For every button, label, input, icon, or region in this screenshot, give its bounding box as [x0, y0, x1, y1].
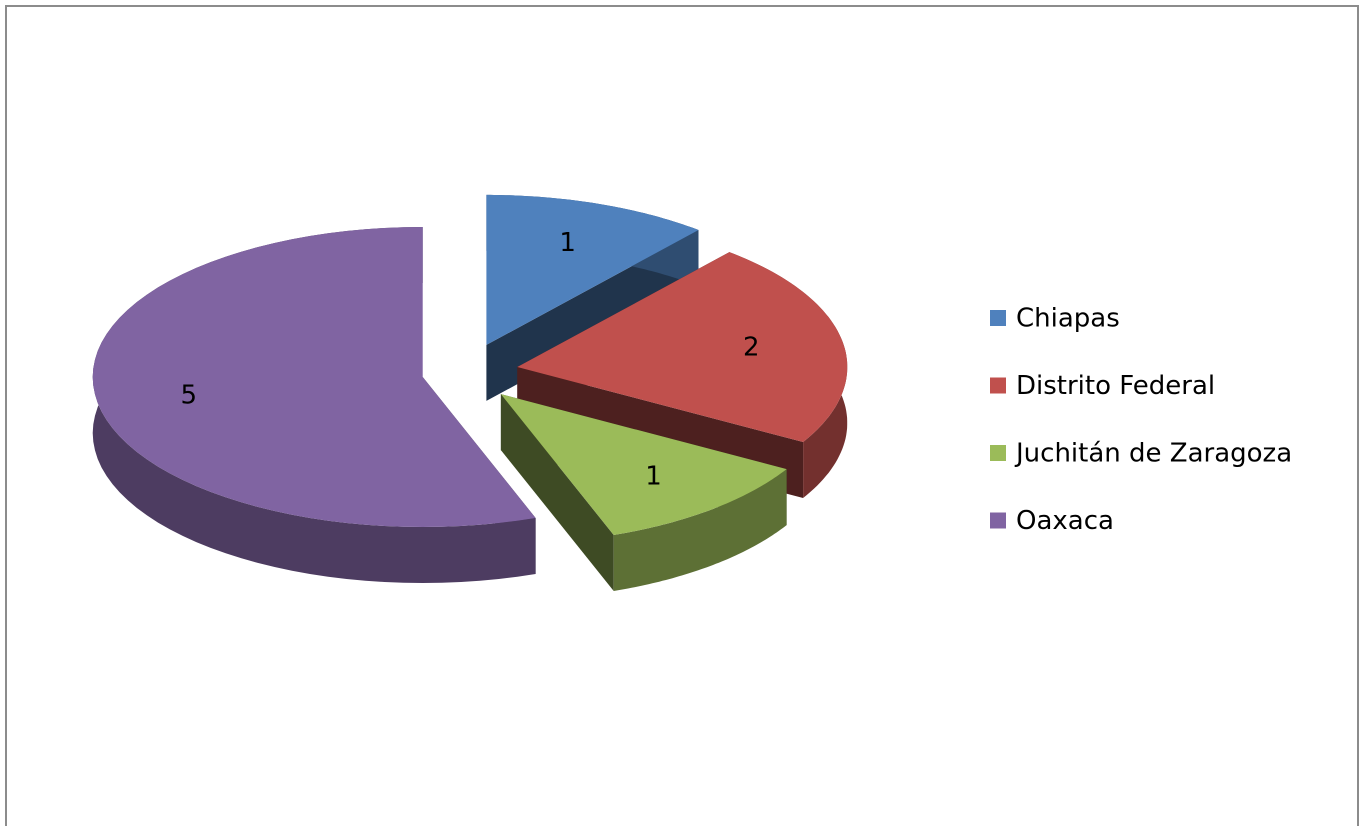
slice: [500, 394, 787, 535]
legend-swatch: [990, 445, 1006, 461]
legend-swatch: [990, 512, 1006, 529]
legend-label: Juchitán de Zaragoza: [1014, 439, 1292, 469]
labels: 1 2 1 5: [180, 228, 759, 491]
legend-swatch: [990, 377, 1006, 394]
legend: Chiapas Distrito Federal Juchitán de Zarag…: [990, 304, 1292, 536]
legend-label: Chiapas: [1016, 304, 1120, 334]
data-label: 1: [559, 228, 576, 258]
legend-label: Distrito Federal: [1016, 371, 1215, 401]
slice: [517, 252, 848, 442]
legend-swatch: [990, 310, 1006, 326]
legend-label: Oaxaca: [1016, 506, 1114, 536]
data-label: 5: [180, 380, 197, 410]
data-label: 1: [645, 461, 662, 491]
data-label: 2: [743, 333, 760, 363]
slice: [486, 194, 699, 345]
pie-tops: [92, 194, 848, 535]
slice: [92, 227, 536, 527]
slice-wall: [613, 469, 787, 591]
slice-side: [500, 394, 614, 591]
